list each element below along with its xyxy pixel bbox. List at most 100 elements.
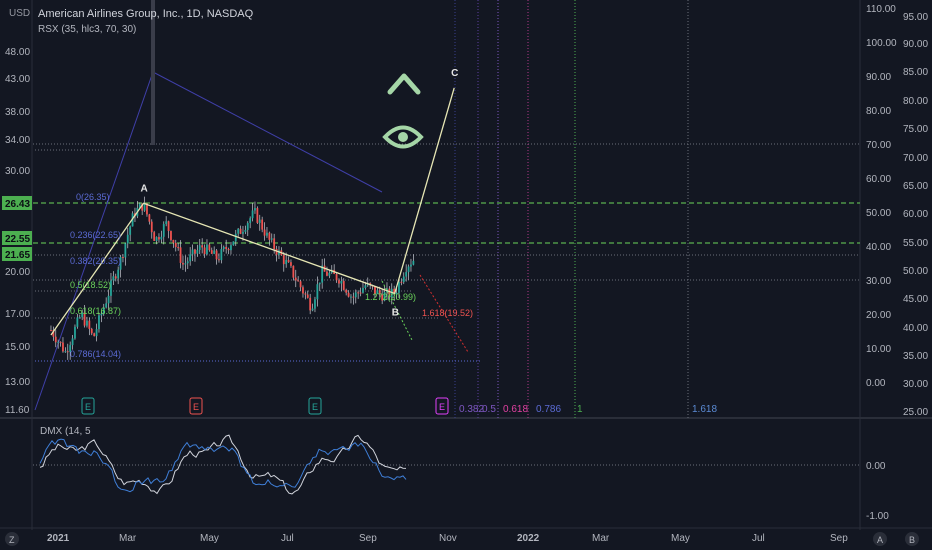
fib-time-label: 0.618 — [503, 404, 528, 415]
candle-body — [354, 292, 357, 298]
indicator-label[interactable]: RSX (35, hlc3, 70, 30) — [38, 24, 137, 35]
candle-body — [71, 338, 74, 346]
outer-axis-tick: 70.00 — [903, 153, 928, 164]
candle-body — [83, 312, 86, 326]
candle-body — [95, 329, 98, 337]
candle-body — [165, 221, 168, 225]
candle-body — [155, 237, 158, 241]
candle-body — [206, 244, 208, 255]
candle-body — [143, 203, 146, 211]
candle-body — [107, 295, 110, 304]
candle-body — [292, 265, 295, 278]
earnings-marker — [81, 397, 95, 415]
outer-axis-tick: 60.00 — [903, 209, 928, 220]
candle-body — [153, 232, 156, 241]
rsx-axis-tick: 50.00 — [866, 208, 891, 219]
wave-line — [50, 87, 455, 336]
candle-body — [335, 274, 338, 281]
candle-body — [170, 231, 172, 240]
candle-body — [122, 257, 124, 259]
currency-label: USD — [9, 8, 31, 19]
fib-retracement-label: 0.382(20.35) — [70, 256, 121, 266]
candle-body — [364, 285, 367, 288]
rsx-axis-tick: 30.00 — [866, 276, 891, 287]
candle-body — [62, 342, 64, 352]
candle-body — [314, 299, 316, 309]
eye-pupil-icon — [398, 132, 408, 142]
outer-axis-tick: 75.00 — [903, 124, 928, 135]
left-price-tick: 15.00 — [5, 342, 30, 353]
candle-body — [306, 294, 309, 298]
candle-body — [234, 233, 237, 242]
left-price-tick: 17.00 — [5, 309, 30, 320]
rsx-axis-tick: 60.00 — [866, 174, 891, 185]
earnings-label: E — [85, 402, 91, 412]
candle-body — [86, 320, 88, 326]
outer-axis-tick: 50.00 — [903, 266, 928, 277]
candle-body — [227, 248, 230, 251]
left-price-tick: 26.43 — [5, 199, 30, 210]
dmx-axis-tick: -1.00 — [866, 511, 889, 522]
outer-axis-tick: 80.00 — [903, 96, 928, 107]
candle-body — [198, 245, 201, 250]
left-price-tick: 13.00 — [5, 377, 30, 388]
candle-body — [110, 280, 112, 296]
candle-body — [81, 312, 84, 318]
candle-body — [246, 223, 249, 230]
dmx-signal-line — [39, 438, 407, 493]
candle-body — [405, 272, 408, 277]
candle-body — [66, 351, 69, 353]
candle-body — [316, 284, 319, 300]
candle-body — [184, 263, 187, 265]
candle-body — [309, 297, 312, 311]
candle-body — [172, 239, 175, 243]
candle-body — [402, 276, 405, 283]
fib-time-label: 1.618 — [692, 404, 717, 415]
candle-body — [249, 218, 252, 224]
left-axis-panel — [0, 0, 32, 530]
candle-body — [98, 315, 100, 330]
candle-body — [268, 232, 271, 240]
time-axis-tick: Sep — [359, 533, 377, 544]
rsx-axis-tick: 90.00 — [866, 72, 891, 83]
axis-toggle-label: Z — [9, 535, 15, 545]
dmx-indicator-label[interactable]: DMX (14, 5 — [40, 426, 91, 437]
candle-body — [311, 308, 314, 311]
candle-body — [138, 203, 141, 208]
axis-toggle-button — [5, 532, 19, 546]
candle-body — [141, 203, 144, 211]
symbol-title[interactable]: American Airlines Group, Inc., 1D, NASDA… — [38, 8, 254, 20]
time-axis-tick: 2022 — [517, 533, 540, 544]
fib-time-label: 0.5 — [482, 404, 496, 415]
candle-body — [352, 296, 355, 298]
candle-body — [112, 276, 115, 281]
candle-body — [374, 286, 376, 294]
candle-body — [285, 259, 288, 265]
candle-body — [102, 307, 105, 314]
axis-toggle-label: B — [909, 535, 915, 545]
rsx-axis-tick: 40.00 — [866, 242, 891, 253]
candle-body — [261, 219, 264, 230]
candle-body — [362, 287, 364, 293]
fib-retracement-label: 0.5(18.52) — [70, 280, 111, 290]
left-price-tick: 48.00 — [5, 47, 30, 58]
outer-axis-tick: 95.00 — [903, 12, 928, 23]
outer-axis-tick: 25.00 — [903, 407, 928, 418]
candle-body — [304, 293, 307, 295]
outer-axis-tick: 30.00 — [903, 379, 928, 390]
fib-extension-ray — [419, 274, 469, 353]
candle-body — [88, 320, 91, 329]
candle-body — [398, 281, 400, 293]
left-price-tick: 30.00 — [5, 166, 30, 177]
candle-body — [162, 224, 165, 237]
candle-body — [64, 351, 67, 353]
candle-body — [328, 272, 331, 276]
eye-icon — [382, 125, 424, 149]
candle-body — [194, 249, 196, 254]
fib-extension-label: 1.272(20.99) — [365, 292, 416, 302]
left-price-tick: 38.00 — [5, 107, 30, 118]
axis-toggle-button — [873, 532, 887, 546]
candle-body — [69, 345, 72, 352]
